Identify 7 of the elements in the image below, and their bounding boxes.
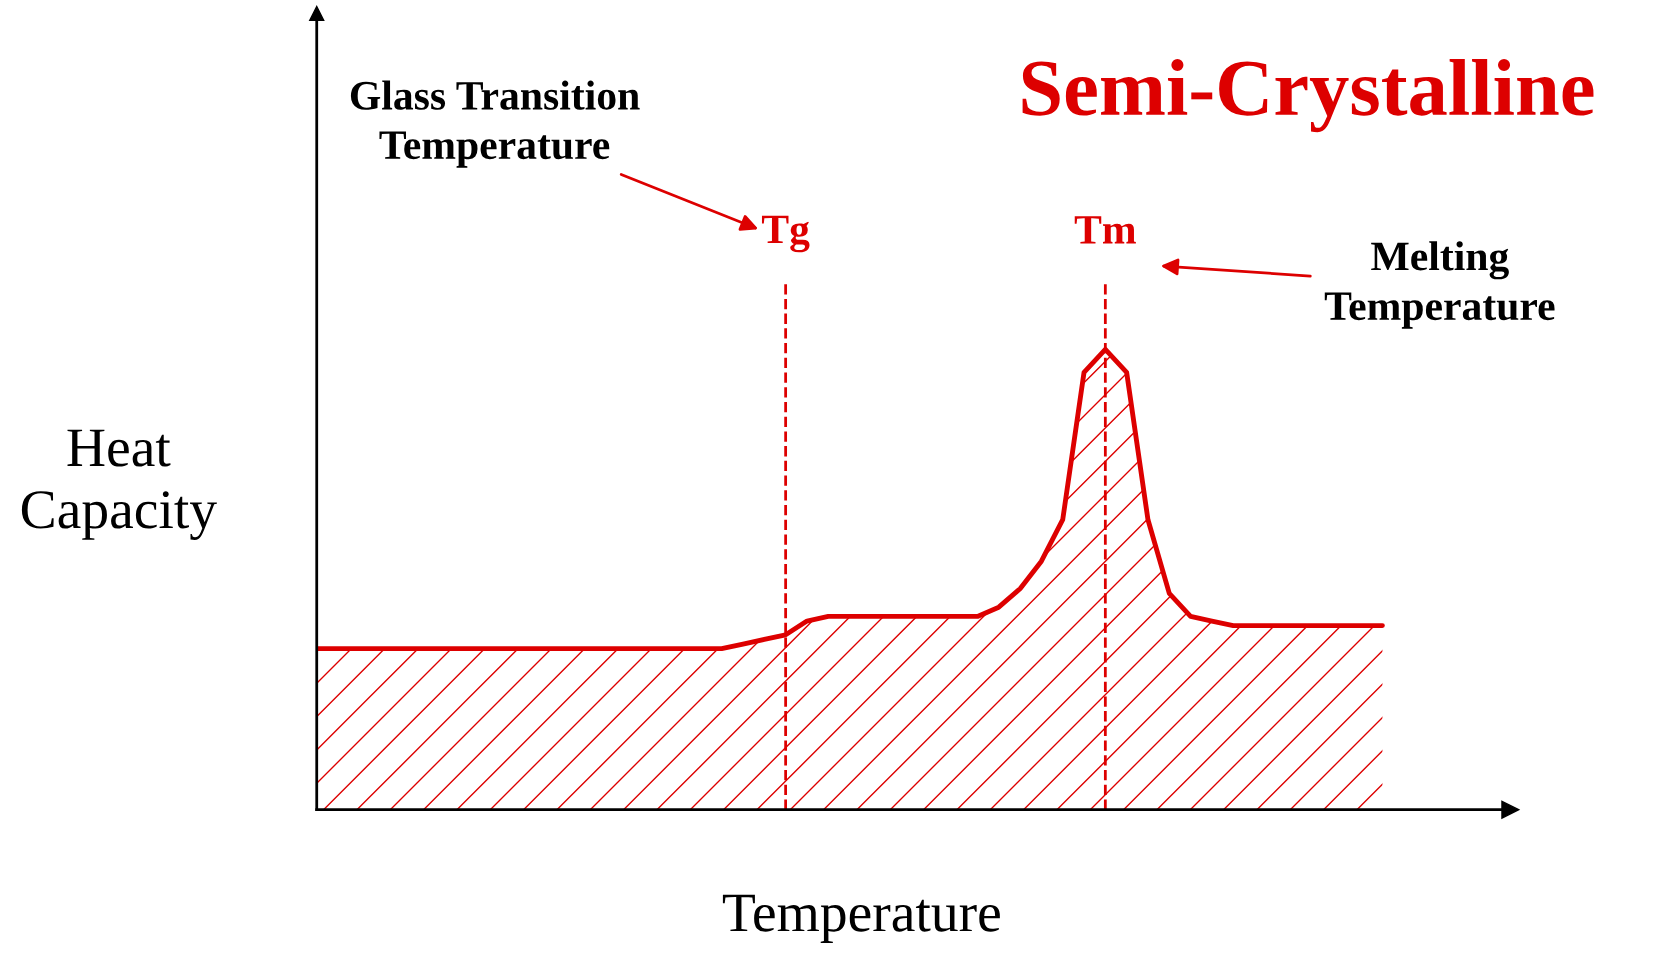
x-axis-title: Temperature [722, 894, 1000, 943]
y-axis-title: Heat Capacity [21, 429, 217, 540]
chart-title: Semi-Crystalline [1022, 58, 1594, 133]
text: Glass Transition Temperature [350, 80, 640, 168]
text: Tg [761, 215, 810, 253]
text: Melting Temperature [1324, 241, 1555, 329]
text: Tm [1074, 216, 1136, 244]
